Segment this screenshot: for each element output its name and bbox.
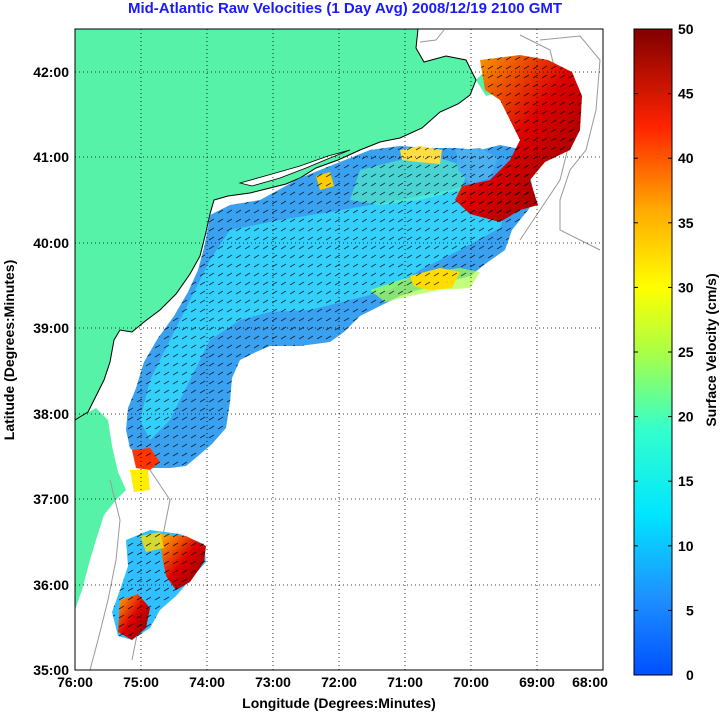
velocity-field: [112, 55, 582, 640]
colorbar-tick-label: 15: [678, 473, 694, 489]
x-tick-label: 70:00: [453, 674, 489, 690]
x-tick-label: 72:00: [321, 674, 357, 690]
colorbar: 50 45 40 35 30 25 20 15 10 5 0 Surface V…: [633, 21, 719, 683]
y-tick-label: 39:00: [33, 320, 69, 336]
y-tick-label: 38:00: [33, 406, 69, 422]
colorbar-tick-label: 30: [678, 279, 694, 295]
land-northeast: [75, 29, 476, 420]
y-tick-label: 42:00: [33, 64, 69, 80]
y-tick-label: 35:00: [33, 662, 69, 678]
y-axis-label: Latitude (Degrees:Minutes): [1, 260, 17, 440]
x-tick-label: 76:00: [57, 674, 93, 690]
y-tick-label: 36:00: [33, 577, 69, 593]
x-tick-label: 73:00: [255, 674, 291, 690]
colorbar-tick-label: 25: [678, 344, 694, 360]
colorbar-label: Surface Velocity (cm/s): [703, 273, 719, 426]
colorbar-tick-label: 35: [678, 215, 694, 231]
map-frame: [74, 28, 604, 671]
y-axis: 42:00 41:00 40:00 39:00 38:00 37:00 36:0…: [1, 64, 69, 678]
x-axis-label: Longitude (Degrees:Minutes): [242, 695, 436, 711]
colorbar-gradient: [633, 28, 673, 676]
colorbar-tick-label: 45: [678, 86, 694, 102]
x-tick-label: 68:00: [572, 674, 608, 690]
y-tick-label: 37:00: [33, 491, 69, 507]
colorbar-tick-label: 10: [678, 538, 694, 554]
y-tick-label: 40:00: [33, 235, 69, 251]
x-tick-label: 71:00: [387, 674, 423, 690]
land-virginia: [75, 408, 126, 610]
colorbar-tick-label: 20: [678, 409, 694, 425]
x-tick-label: 75:00: [123, 674, 159, 690]
y-tick-label: 41:00: [33, 149, 69, 165]
x-tick-label: 74:00: [189, 674, 225, 690]
x-axis: 76:00 75:00 74:00 73:00 72:00 71:00 70:0…: [57, 674, 608, 711]
grid-lines: [75, 29, 603, 670]
colorbar-tick-label: 5: [686, 602, 694, 618]
land-long-island: [238, 149, 351, 187]
x-tick-label: 69:00: [519, 674, 555, 690]
map-title: Mid-Atlantic Raw Velocities (1 Day Avg) …: [127, 0, 563, 17]
colorbar-tick-label: 40: [678, 150, 694, 166]
colorbar-tick-label: 50: [678, 21, 694, 37]
map-plot-area: [75, 29, 603, 670]
colorbar-tick-label: 0: [686, 667, 694, 683]
